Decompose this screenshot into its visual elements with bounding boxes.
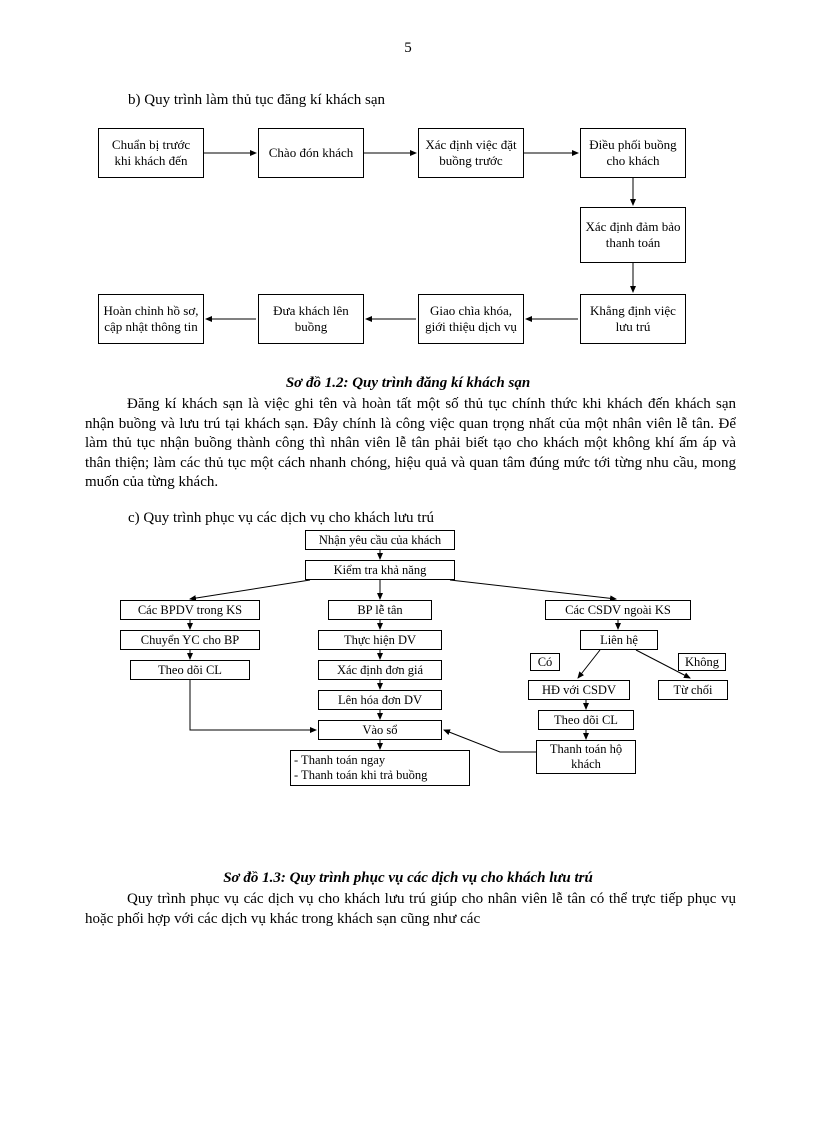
- d2-node-5: Các CSDV ngoài KS: [545, 600, 691, 620]
- d2-node-7: Thực hiện DV: [318, 630, 442, 650]
- d2-node-15: Lên hóa đơn DV: [318, 690, 442, 710]
- paragraph-2: Quy trình phục vụ các dịch vụ cho khách …: [85, 890, 736, 929]
- d2-node-12: Không: [678, 653, 726, 671]
- d2-node-17: Vào sổ: [318, 720, 442, 740]
- d2-node-6: Chuyển YC cho BP: [120, 630, 260, 650]
- d2-node-1: Nhận yêu cầu của khách: [305, 530, 455, 550]
- d2-node-3: Các BPDV trong KS: [120, 600, 260, 620]
- d2-node-16: Theo dõi CL: [538, 710, 634, 730]
- d2-node-10: Xác định đơn giá: [318, 660, 442, 680]
- d2-node-4: BP lễ tân: [328, 600, 432, 620]
- d2-node-2: Kiểm tra khả năng: [305, 560, 455, 580]
- d2-node-13: HĐ với CSDV: [528, 680, 630, 700]
- d2-node-9: Theo dõi CL: [130, 660, 250, 680]
- d2-node-18: Thanh toán hộ khách: [536, 740, 636, 774]
- d2-node-14: Từ chối: [658, 680, 728, 700]
- diagram-1-3: Nhận yêu cầu của khách Kiểm tra khả năng…: [0, 0, 816, 870]
- caption-1-3: Sơ đồ 1.3: Quy trình phục vụ các dịch vụ…: [0, 870, 816, 887]
- d2-node-19: - Thanh toán ngay - Thanh toán khi trả b…: [290, 750, 470, 786]
- d2-node-11: Có: [530, 653, 560, 671]
- d2-node-8: Liên hệ: [580, 630, 658, 650]
